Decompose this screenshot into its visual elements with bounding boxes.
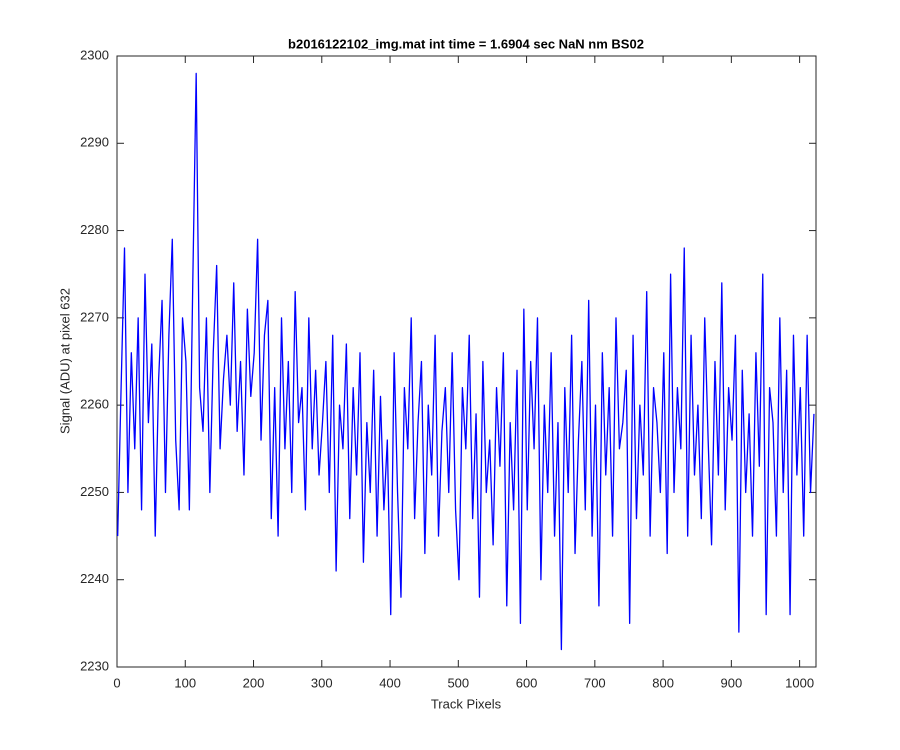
- y-tick-label: 2270: [80, 309, 109, 324]
- x-tick-label: 500: [447, 675, 469, 690]
- x-tick-label: 300: [311, 675, 333, 690]
- chart-title: b2016122102_img.mat int time = 1.6904 se…: [288, 36, 644, 51]
- x-tick-label: 1000: [785, 675, 814, 690]
- x-tick-label: 100: [174, 675, 196, 690]
- y-tick-label: 2250: [80, 484, 109, 499]
- x-axis-label: Track Pixels: [431, 696, 502, 711]
- x-tick-label: 700: [584, 675, 606, 690]
- x-tick-label: 600: [516, 675, 538, 690]
- x-tick-label: 0: [113, 675, 120, 690]
- y-tick-label: 2280: [80, 222, 109, 237]
- y-tick-label: 2290: [80, 135, 109, 150]
- data-line: [117, 72, 815, 651]
- x-tick-label: 200: [243, 675, 265, 690]
- y-tick-label: 2240: [80, 571, 109, 586]
- y-tick-label: 2300: [80, 47, 109, 62]
- axes-box: [116, 55, 817, 668]
- y-tick-label: 2260: [80, 397, 109, 412]
- y-axis-label: Signal (ADU) at pixel 632: [57, 288, 72, 434]
- x-tick-label: 800: [652, 675, 674, 690]
- y-tick-label: 2230: [80, 658, 109, 673]
- x-tick-label: 900: [721, 675, 743, 690]
- x-tick-label: 400: [379, 675, 401, 690]
